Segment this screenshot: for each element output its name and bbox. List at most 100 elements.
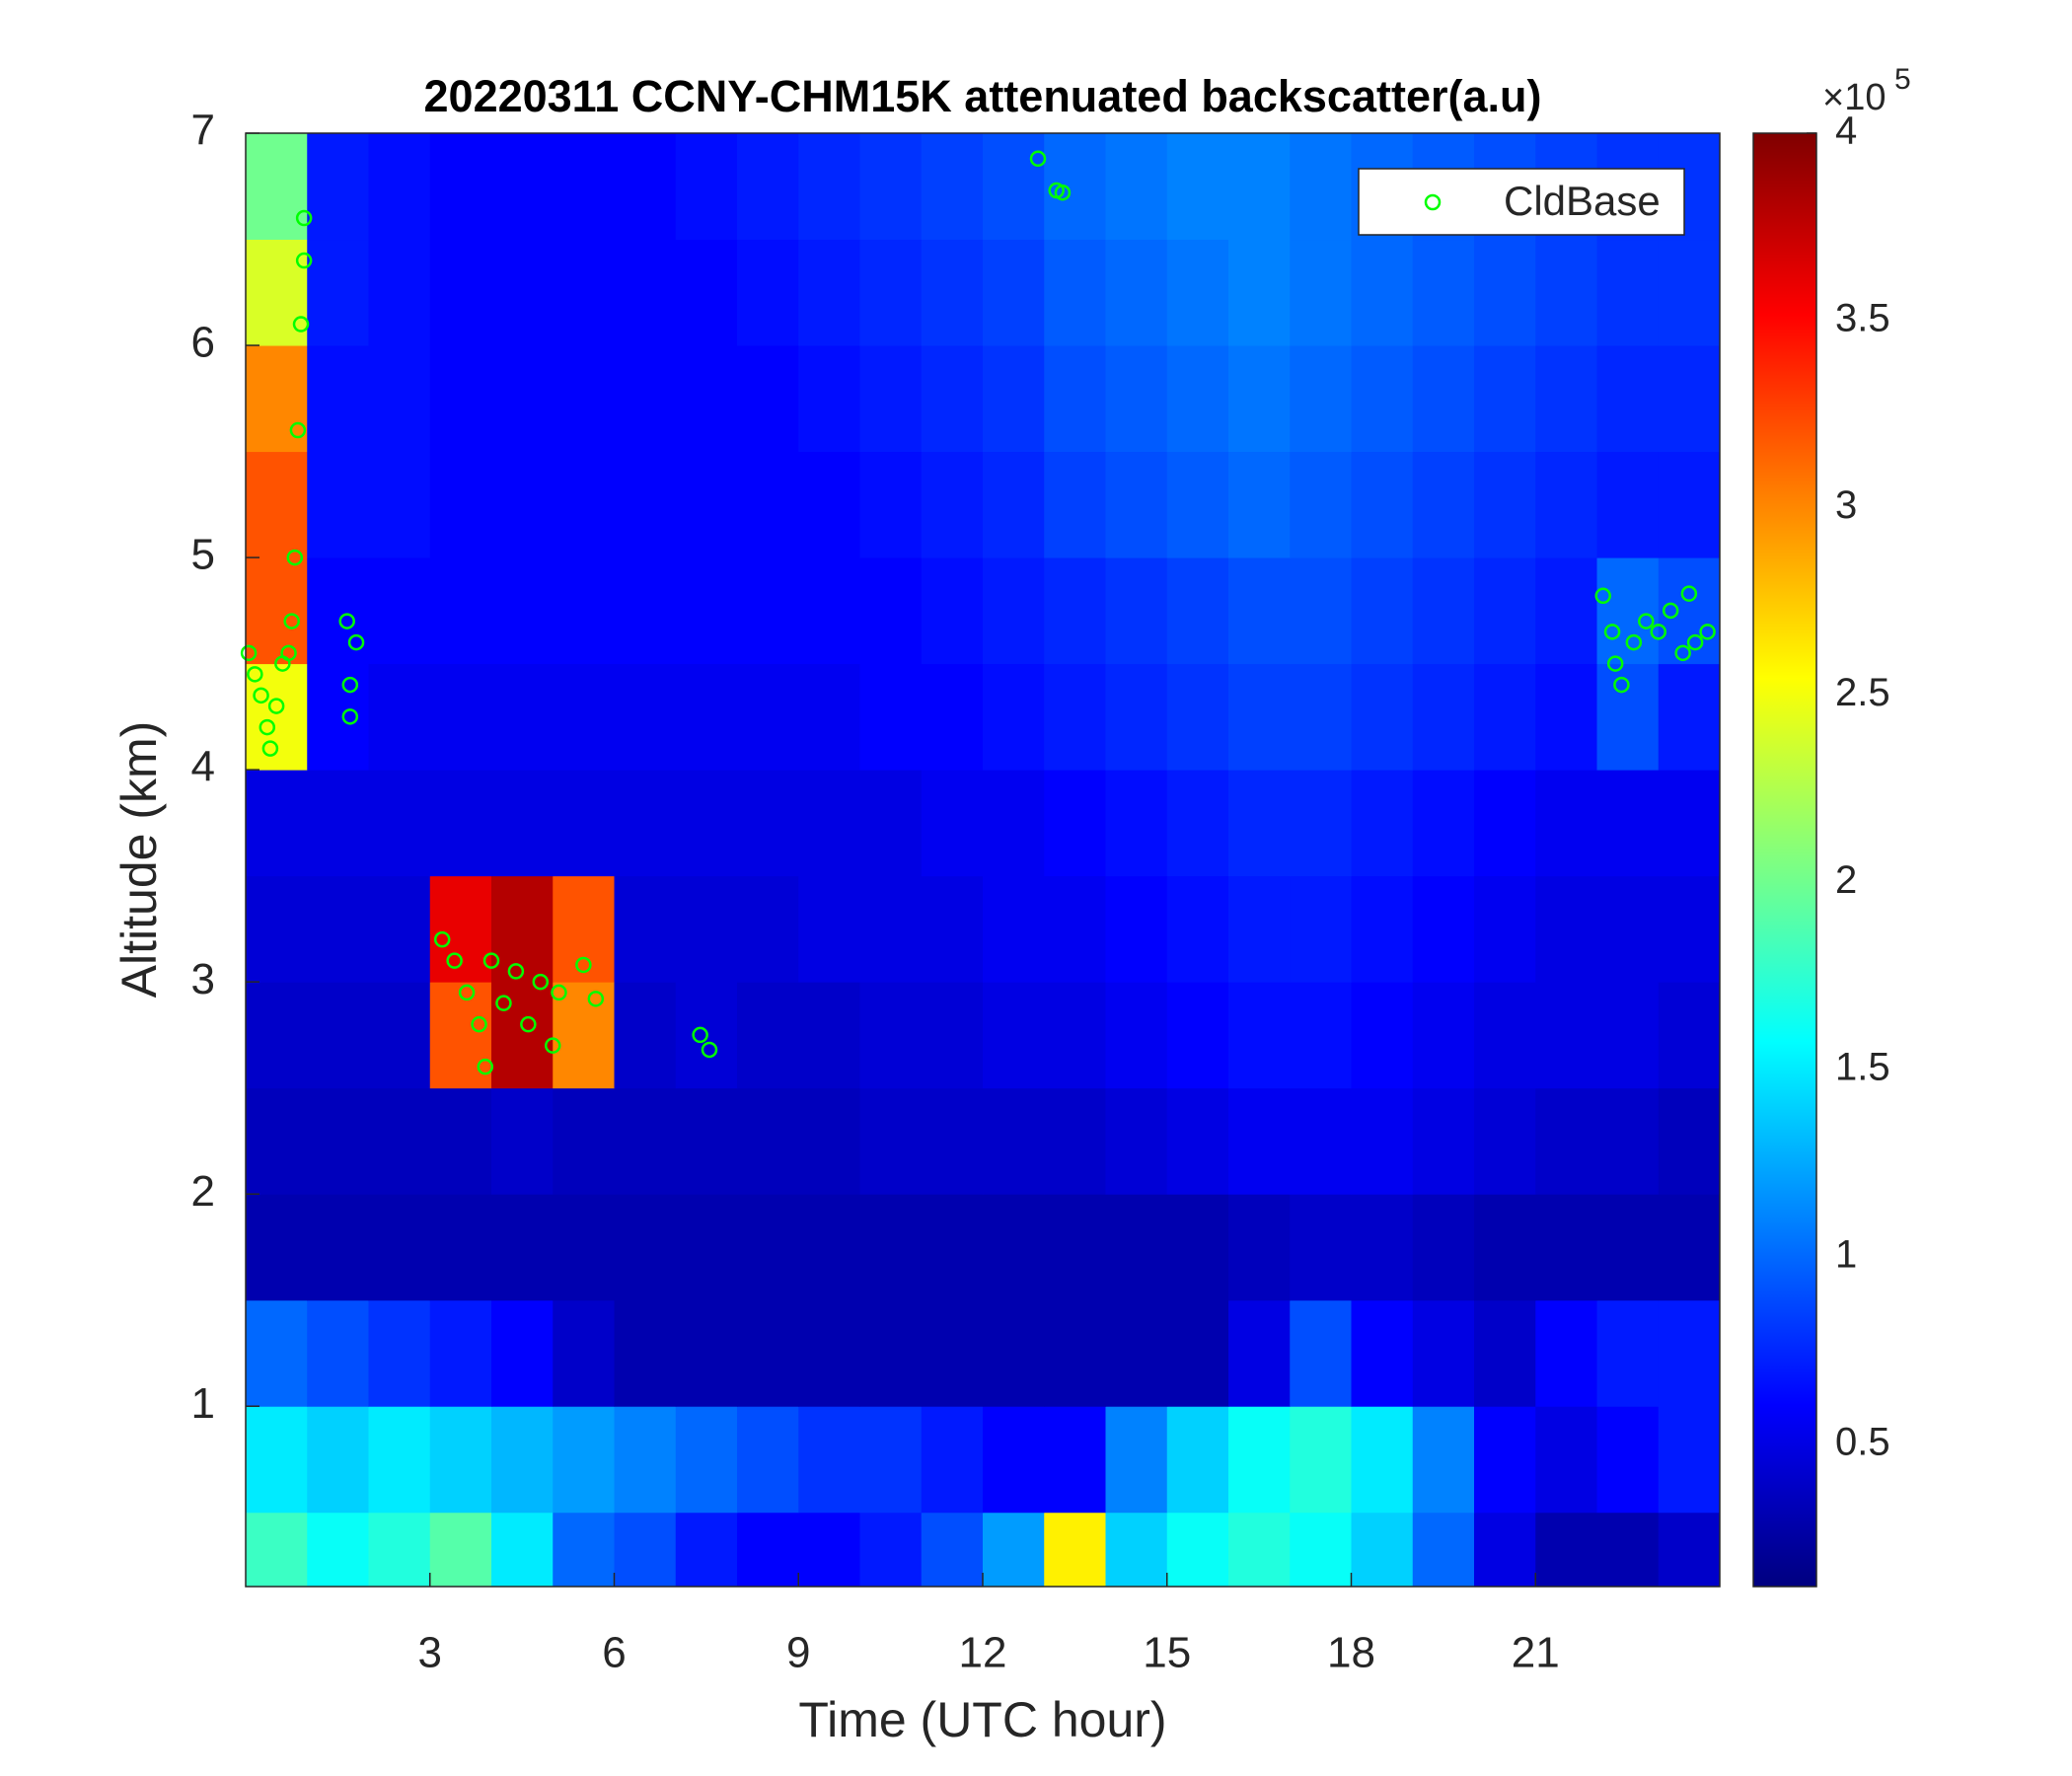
- cloud-base-point: [433, 930, 451, 948]
- heatmap-cell: [1535, 1087, 1597, 1195]
- heatmap-cell: [798, 1512, 860, 1588]
- heatmap-cell: [491, 1194, 554, 1301]
- heatmap-cell: [921, 345, 984, 453]
- heatmap-cell: [491, 1087, 554, 1195]
- heatmap-cell: [1658, 982, 1721, 1089]
- heatmap-cell: [1290, 557, 1352, 665]
- heatmap-cell: [1658, 1299, 1721, 1407]
- heatmap-cell: [1044, 345, 1106, 453]
- heatmap-cell: [553, 875, 615, 983]
- heatmap-cell: [614, 345, 677, 453]
- heatmap-cell: [737, 1194, 799, 1301]
- heatmap-cell: [1535, 770, 1597, 877]
- heatmap-cell: [921, 1299, 984, 1407]
- heatmap-cell: [614, 239, 677, 346]
- heatmap-cell: [859, 557, 923, 665]
- heatmap-cell: [553, 1299, 615, 1407]
- heatmap-cell: [737, 1299, 799, 1407]
- heatmap-cell: [246, 1194, 308, 1301]
- heatmap-cell: [1412, 557, 1475, 665]
- heatmap-cell: [368, 1087, 431, 1195]
- heatmap-cell: [1105, 1299, 1168, 1407]
- chart-title: 20220311 CCNY-CHM15K attenuated backscat…: [424, 71, 1542, 121]
- heatmap-cell: [859, 982, 923, 1089]
- heatmap-cell: [921, 1194, 984, 1301]
- cloud-base-point: [477, 1058, 494, 1075]
- heatmap-cell: [368, 133, 431, 241]
- heatmap-cell: [1412, 345, 1475, 453]
- heatmap-cell: [859, 875, 923, 983]
- heatmap-cell: [921, 770, 984, 877]
- heatmap-cell: [1166, 663, 1229, 771]
- heatmap-cell: [1596, 557, 1660, 665]
- heatmap-cell: [1351, 1194, 1414, 1301]
- heatmap-cell: [675, 451, 738, 558]
- heatmap-cell: [737, 1087, 799, 1195]
- heatmap-cell: [983, 1087, 1045, 1195]
- heatmap-cell: [859, 1299, 923, 1407]
- cloud-base-point: [471, 1015, 487, 1033]
- heatmap-cell: [1228, 1087, 1291, 1195]
- heatmap-cell: [491, 982, 554, 1089]
- heatmap-cell: [737, 557, 799, 665]
- heatmap-cell: [1044, 557, 1106, 665]
- heatmap-cell: [798, 345, 860, 453]
- legend-label: CldBase: [1504, 178, 1661, 224]
- heatmap-cell: [246, 345, 308, 453]
- heatmap-cell: [1044, 451, 1106, 558]
- heatmap-cell: [429, 1406, 492, 1514]
- heatmap-cell: [1105, 133, 1168, 241]
- cloud-base-point: [1638, 613, 1655, 629]
- heatmap-cell: [491, 1512, 554, 1588]
- heatmap-cell: [675, 875, 738, 983]
- heatmap-cell: [1166, 345, 1229, 453]
- heatmap-cell: [737, 982, 799, 1089]
- heatmap-cell: [553, 1194, 615, 1301]
- x-tick-label: 15: [1143, 1629, 1191, 1677]
- heatmap-cell: [1658, 239, 1721, 346]
- heatmap-cell: [1658, 770, 1721, 877]
- cloud-base-point: [295, 209, 313, 227]
- y-tick-label: 5: [191, 531, 215, 579]
- heatmap-cell: [1596, 1299, 1660, 1407]
- heatmap-cell: [1412, 770, 1475, 877]
- heatmap-cell: [798, 663, 860, 771]
- heatmap-cell: [307, 1194, 369, 1301]
- cloud-base-point: [289, 421, 307, 439]
- heatmap-cell: [429, 1194, 492, 1301]
- heatmap-cell: [1412, 451, 1475, 558]
- heatmap-cell: [553, 239, 615, 346]
- cloud-base-point: [551, 984, 567, 1001]
- cloud-base-point: [1662, 602, 1679, 620]
- heatmap-cell: [553, 663, 615, 771]
- heatmap-cell: [491, 451, 554, 558]
- heatmap-cell: [614, 1406, 677, 1514]
- cloud-base-point: [341, 676, 359, 694]
- heatmap-cell: [1290, 1087, 1352, 1195]
- heatmap-cell: [921, 663, 984, 771]
- heatmap-cell: [675, 770, 738, 877]
- heatmap-cell: [1535, 239, 1597, 346]
- heatmap-cell: [1228, 770, 1291, 877]
- heatmap-cell: [1412, 1299, 1475, 1407]
- heatmap-cell: [307, 770, 369, 877]
- heatmap-cell: [246, 770, 308, 877]
- cloud-base-point: [1680, 585, 1698, 602]
- colorbar-tick-label: 3: [1835, 483, 1857, 527]
- heatmap-cell: [1596, 1194, 1660, 1301]
- cloud-base-point: [240, 644, 258, 662]
- heatmap-cell: [921, 1406, 984, 1514]
- x-axis-label: Time (UTC hour): [798, 1692, 1166, 1747]
- heatmap-cell: [368, 557, 431, 665]
- cloud-base-point: [1699, 624, 1716, 640]
- cloud-base-point: [1686, 633, 1704, 651]
- heatmap-cell: [1228, 345, 1291, 453]
- heatmap-cell: [1044, 133, 1106, 241]
- heatmap-cell: [983, 451, 1045, 558]
- cloud-base-point: [1029, 150, 1047, 168]
- cloud-base-point: [261, 740, 279, 757]
- heatmap-cell: [1658, 875, 1721, 983]
- heatmap-cell: [614, 557, 677, 665]
- heatmap-cell: [798, 451, 860, 558]
- heatmap-cell: [1351, 1512, 1414, 1588]
